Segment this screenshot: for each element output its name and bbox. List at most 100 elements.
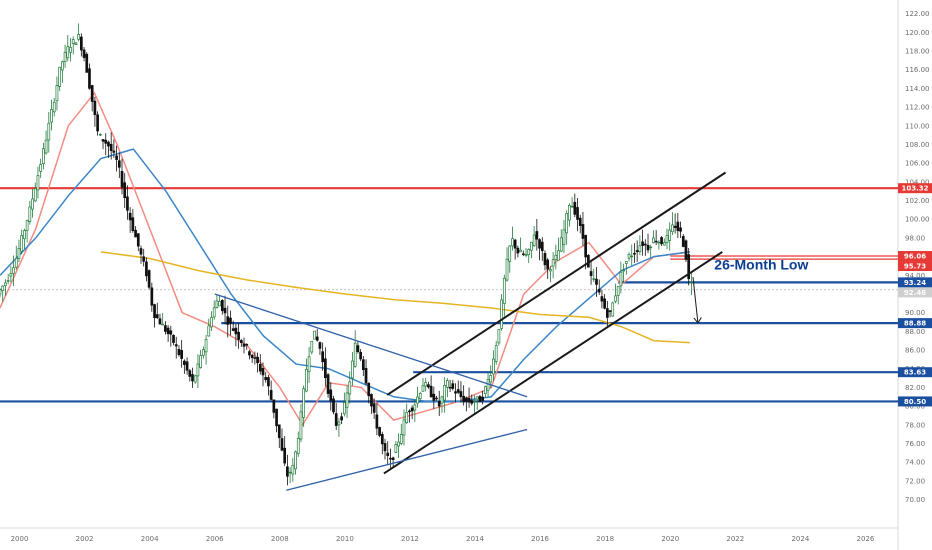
- candle-body: [595, 278, 598, 285]
- candle-body: [679, 227, 682, 232]
- candle-body: [231, 328, 235, 331]
- candle-body: [93, 100, 97, 115]
- candle-body: [421, 385, 425, 392]
- candle-body: [565, 213, 569, 234]
- candle-body: [23, 230, 26, 240]
- candle-body: [307, 356, 311, 372]
- price-tag: [898, 396, 932, 407]
- candle-body: [256, 356, 259, 364]
- candle-body: [494, 345, 498, 362]
- candle-body: [473, 401, 476, 403]
- candle-body: [500, 299, 503, 329]
- candle-body: [337, 421, 341, 426]
- candle-body: [361, 359, 365, 371]
- candle-body: [370, 394, 373, 407]
- candle-body: [681, 236, 685, 247]
- candle-body: [120, 171, 124, 188]
- candle-body: [418, 393, 422, 399]
- candle-body: [654, 240, 658, 243]
- candle-body: [524, 254, 528, 256]
- candle-body: [204, 339, 208, 353]
- candle-body: [239, 340, 243, 343]
- candle-body: [557, 250, 560, 261]
- candle-body: [218, 300, 221, 307]
- candle-body: [14, 257, 18, 268]
- candle-body: [324, 358, 327, 379]
- candle-body: [79, 36, 83, 51]
- candle-body: [174, 344, 178, 347]
- y-tick-label: 88.00: [905, 328, 925, 336]
- candle-body: [44, 139, 48, 154]
- candle-body: [220, 299, 224, 312]
- candle-body: [397, 441, 400, 447]
- candle-body: [139, 248, 143, 255]
- candle-body: [448, 386, 452, 389]
- candle-body: [437, 401, 441, 407]
- candle-body: [63, 51, 67, 62]
- candle-body: [166, 327, 170, 335]
- x-tick-label: 2006: [206, 535, 224, 543]
- candle-body: [269, 390, 273, 400]
- y-tick-label: 114.00: [905, 85, 930, 93]
- candle-body: [467, 397, 471, 403]
- candle-body: [261, 368, 265, 376]
- candle-body: [405, 412, 409, 424]
- candle-body: [359, 351, 362, 360]
- candle-body: [294, 451, 297, 470]
- candle-body: [245, 344, 249, 346]
- y-tick-label: 100.00: [905, 216, 930, 224]
- moving-average-line: [100, 251, 690, 344]
- candle-body: [619, 271, 623, 287]
- candle-body: [207, 325, 211, 337]
- candle-body: [215, 300, 219, 308]
- candle-body: [112, 150, 116, 153]
- candle-body: [210, 317, 213, 328]
- candle-body: [196, 363, 200, 377]
- y-tick-label: 122.00: [905, 10, 930, 18]
- candle-body: [402, 419, 406, 436]
- y-tick-label: 82.00: [905, 384, 925, 392]
- candle-body: [581, 224, 585, 239]
- candle-body: [90, 85, 94, 102]
- candle-body: [543, 253, 547, 266]
- candle-body: [559, 237, 563, 252]
- candle-body: [551, 259, 555, 267]
- candle-body: [592, 278, 596, 280]
- y-tick-label: 80.00: [905, 403, 925, 411]
- candle-body: [250, 354, 254, 358]
- y-tick-label: 90.00: [905, 309, 925, 317]
- x-tick-label: 2008: [271, 535, 289, 543]
- candle-body: [676, 221, 680, 231]
- candle-body: [234, 327, 238, 335]
- candle-body: [248, 351, 251, 356]
- price-tag-label: 103.32: [901, 185, 928, 193]
- price-tag-label: 80.50: [904, 398, 926, 406]
- candle-body: [31, 198, 34, 210]
- candle-body: [275, 408, 278, 427]
- candle-body: [435, 397, 438, 400]
- candle-body: [98, 133, 102, 136]
- candle-body: [356, 345, 360, 353]
- candle-body: [310, 340, 314, 353]
- candle-body: [375, 414, 379, 429]
- y-tick-label: 112.00: [905, 104, 930, 112]
- candle-body: [478, 396, 482, 403]
- candle-body: [280, 438, 284, 451]
- candle-body: [532, 234, 536, 247]
- candle-body: [456, 389, 460, 393]
- candle-body: [332, 398, 335, 413]
- candle-body: [104, 139, 108, 144]
- candle-body: [33, 188, 37, 202]
- candle-body: [136, 233, 140, 247]
- candle-body: [47, 122, 51, 141]
- candle-body: [6, 280, 10, 282]
- x-tick-label: 2024: [791, 535, 809, 543]
- candle-body: [88, 68, 91, 89]
- candle-body: [462, 395, 465, 403]
- candle-body: [652, 237, 655, 243]
- price-tag: [898, 287, 932, 298]
- candle-body: [641, 241, 644, 246]
- candle-body: [107, 141, 110, 147]
